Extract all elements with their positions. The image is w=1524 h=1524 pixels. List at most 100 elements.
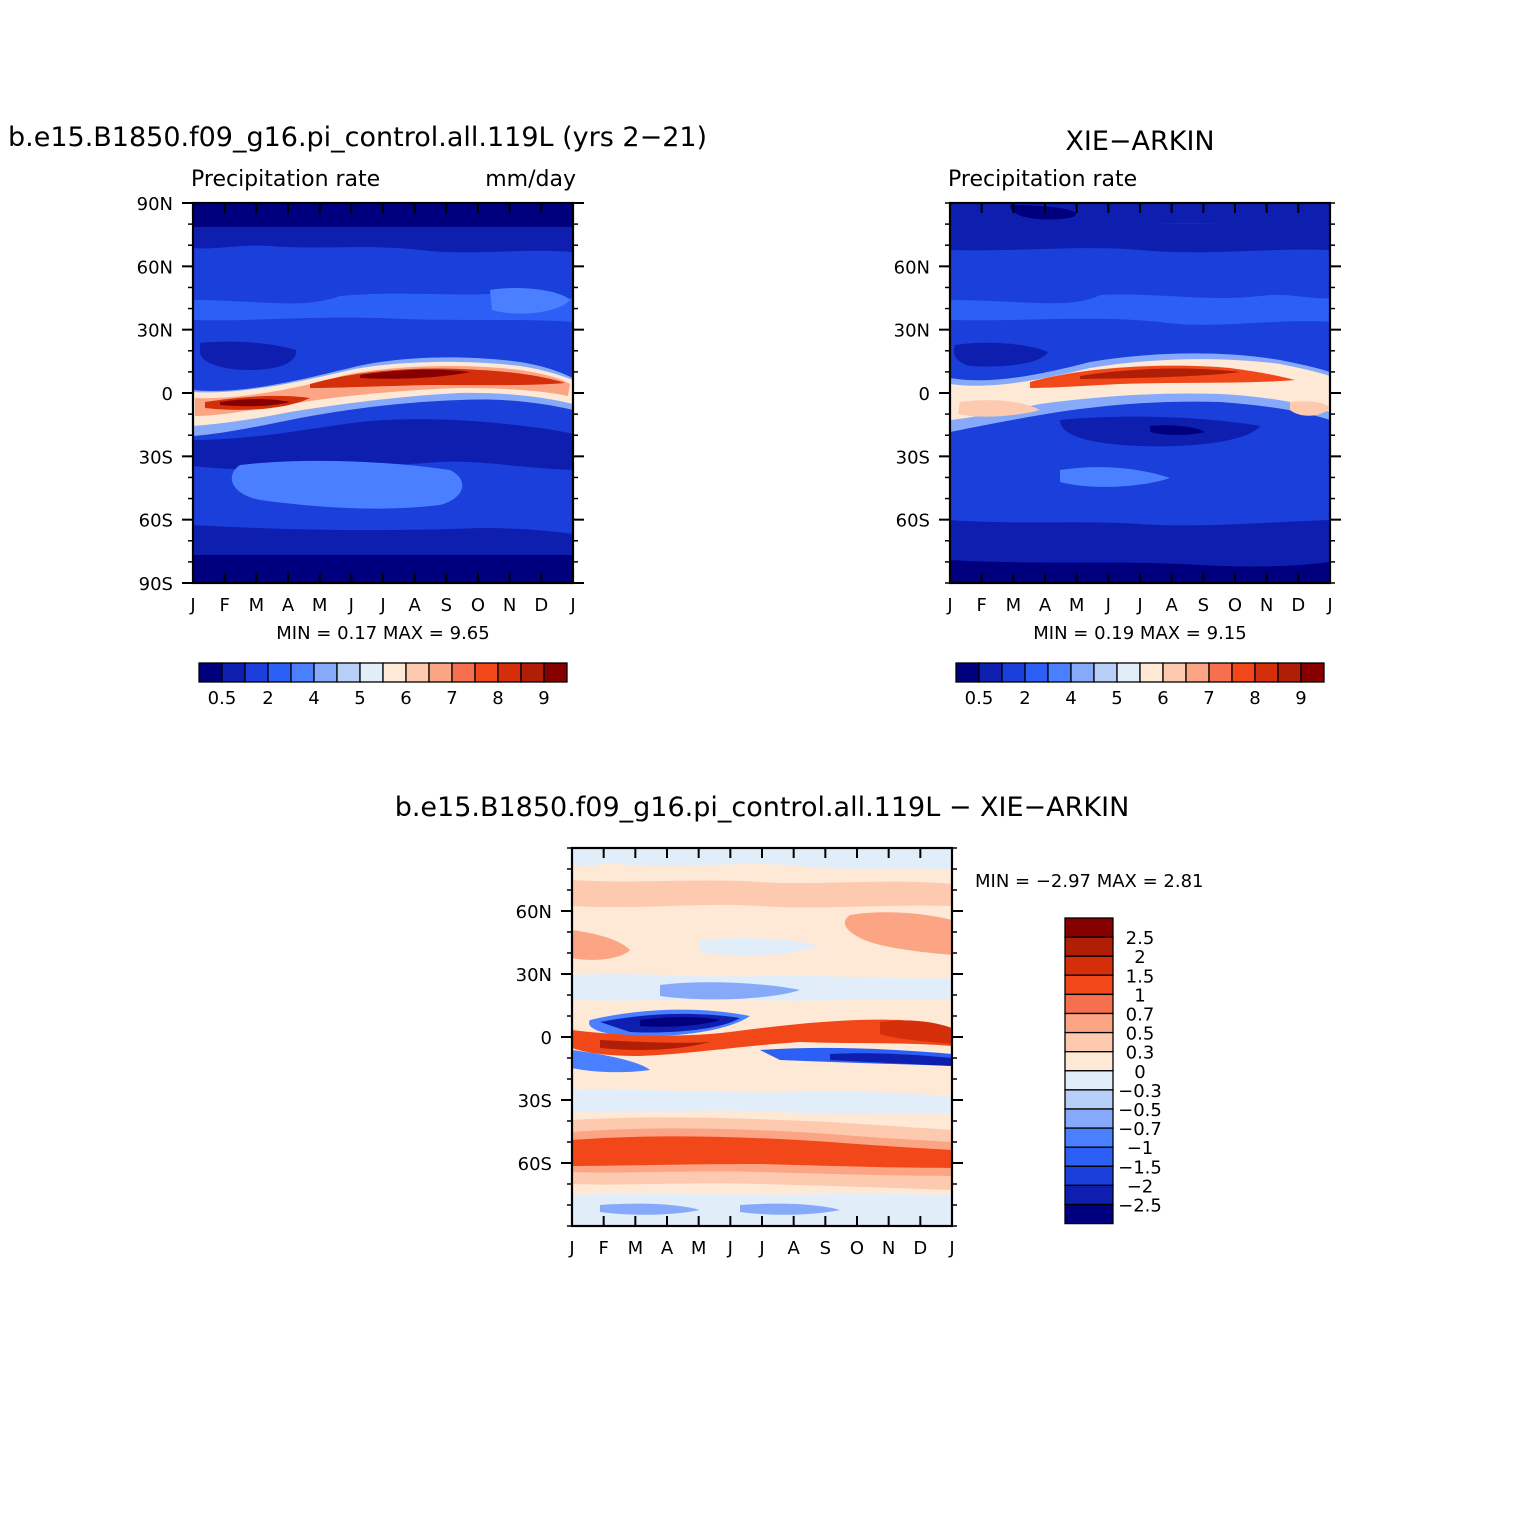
panel-model-colorbar-label: 4 [308, 688, 319, 709]
panel-obs-colorbar-box [1231, 662, 1256, 683]
panel-obs-colorbar-box [1139, 662, 1164, 683]
panel-model-y-tick-label: 60N [137, 257, 173, 278]
panel-obs-x-tick-label: F [976, 595, 986, 616]
panel-obs-colorbar-label: 9 [1295, 688, 1306, 709]
panel-obs-x-tick-label: J [1136, 595, 1142, 616]
panel-diff-x-tick-label: O [850, 1238, 864, 1259]
panel-diff-y-tick-label: 30N [516, 965, 552, 986]
panel-diff-minmax: MIN = −2.97 MAX = 2.81 [975, 871, 1204, 892]
panel-model-x-tick-label: D [534, 595, 548, 616]
panel-model-colorbar-label: 6 [400, 688, 411, 709]
panel-obs-x-tick-label: A [1039, 595, 1052, 616]
panel-model-y-tick-label: 90N [137, 194, 173, 215]
panel-diff-colorbar-box [1064, 1108, 1114, 1129]
panel-obs-x-tick-label: M [1006, 595, 1022, 616]
panel-model-minmax: MIN = 0.17 MAX = 9.65 [276, 623, 489, 644]
panel-model-colorbar-box [198, 662, 223, 683]
panel-model-colorbar-box [497, 662, 522, 683]
panel-model-x-tick-label: N [503, 595, 516, 616]
panel-diff-x-tick-label: J [758, 1238, 764, 1259]
panel-obs-y-tick-label: 30S [896, 447, 930, 468]
panel-obs-colorbar-label: 5 [1111, 688, 1122, 709]
panel-diff-x-tick-label: M [691, 1238, 707, 1259]
panel-diff-colorbar-box [1064, 974, 1114, 996]
panel-diff-colorbar-label: 0 [1134, 1062, 1145, 1083]
panel-obs-x-tick-label: N [1260, 595, 1273, 616]
panel-obs-colorbar-label: 8 [1249, 688, 1260, 709]
panel-obs-variable-label: Precipitation rate [948, 167, 1137, 192]
panel-diff-y-tick-label: 0 [541, 1028, 552, 1049]
panel-model-field [193, 203, 573, 583]
panel-obs-x-tick-label: J [1105, 595, 1111, 616]
panel-obs-colorbar-box [1254, 662, 1279, 683]
panel-model-colorbar-box [313, 662, 338, 683]
panel-model-x-tick-label: A [282, 595, 295, 616]
panel-diff-title: b.e15.B1850.f09_g16.pi_control.all.119L … [395, 792, 1130, 823]
panel-model-x-tick-label: O [471, 595, 485, 616]
panel-model: b.e15.B1850.f09_g16.pi_control.all.119L … [8, 122, 707, 709]
panel-model-title: b.e15.B1850.f09_g16.pi_control.all.119L … [8, 122, 707, 153]
panel-obs-x-tick-label: J [946, 595, 952, 616]
panel-diff-colorbar-label: 0.5 [1126, 1024, 1155, 1045]
panel-diff-colorbar-label: 2 [1134, 947, 1145, 968]
panel-diff-colorbar-box [1064, 1031, 1114, 1053]
panel-model-colorbar-label: 7 [446, 688, 457, 709]
panel-model-x-tick-label: J [379, 595, 385, 616]
panel-obs-minmax: MIN = 0.19 MAX = 9.15 [1033, 623, 1246, 644]
panel-obs-x-tick-label: S [1198, 595, 1209, 616]
panel-model-colorbar-label: 8 [492, 688, 503, 709]
panel-obs-colorbar-box [978, 662, 1003, 683]
panel-diff: b.e15.B1850.f09_g16.pi_control.all.119L … [395, 792, 1204, 1259]
panel-diff-colorbar-box [1064, 1165, 1114, 1187]
panel-diff-colorbar-box [1064, 955, 1114, 976]
panel-model-colorbar-label: 5 [354, 688, 365, 709]
panel-diff-colorbar-label: −1.5 [1118, 1157, 1162, 1178]
panel-obs-colorbar-label: 2 [1019, 688, 1030, 709]
panel-model-variable-label: Precipitation rate [191, 167, 380, 192]
panel-diff-field [572, 848, 952, 1226]
panel-model-colorbar-label: 9 [538, 688, 549, 709]
panel-obs-x-tick-label: J [1326, 595, 1332, 616]
panel-diff-x-tick-label: D [913, 1238, 927, 1259]
panel-obs-colorbar-box [1001, 662, 1026, 683]
panel-diff-colorbar-box [1064, 1089, 1114, 1110]
panel-obs-x-tick-label: M [1069, 595, 1085, 616]
panel-obs-colorbar-box [1116, 662, 1141, 683]
panel-obs-colorbar-box [1070, 662, 1095, 683]
panel-model-y-tick-label: 60S [139, 511, 173, 532]
panel-diff-x-tick-label: A [788, 1238, 801, 1259]
panel-diff-x-tick-label: J [568, 1238, 574, 1259]
panel-obs-y-tick-label: 30N [894, 321, 930, 342]
panel-model-colorbar: 0.5 2 4 5 6 7 8 9 [198, 662, 568, 709]
panel-obs-colorbar-box [1185, 662, 1210, 683]
panel-diff-colorbar-label: 2.5 [1126, 928, 1155, 949]
panel-diff-colorbar-box [1064, 993, 1114, 1015]
panel-model-colorbar-box [359, 662, 384, 683]
panel-diff-colorbar-box [1064, 936, 1114, 957]
panel-model-y-tick-label: 90S [139, 574, 173, 595]
panel-model-colorbar-box [382, 662, 407, 683]
panel-model-x-tick-label: S [441, 595, 452, 616]
panel-diff-colorbar-label: −0.5 [1118, 1100, 1162, 1121]
panel-diff-colorbar-label: −2 [1127, 1176, 1154, 1197]
panel-diff-x-tick-label: S [820, 1238, 831, 1259]
panel-obs-colorbar-box [1208, 662, 1233, 683]
panel-model-y-tick-label: 30N [137, 321, 173, 342]
panel-obs-title: XIE−ARKIN [1065, 126, 1214, 157]
panel-diff-colorbar-box [1064, 1203, 1114, 1225]
panel-diff-colorbar-box [1064, 1184, 1114, 1206]
panel-obs-x-tick-label: A [1166, 595, 1179, 616]
panel-diff-x-tick-label: N [882, 1238, 895, 1259]
panel-model-colorbar-box [451, 662, 476, 683]
panel-diff-colorbar-box [1064, 1127, 1114, 1148]
panel-model-colorbar-box [267, 662, 292, 683]
panel-diff-x-tick-label: A [661, 1238, 674, 1259]
panel-diff-y-tick-label: 60N [516, 902, 552, 923]
panel-model-colorbar-box [474, 662, 499, 683]
panel-diff-colorbar-box [1064, 1070, 1114, 1091]
panel-model-colorbar-box [221, 662, 246, 683]
panel-diff-colorbar-label: −2.5 [1118, 1196, 1162, 1217]
panel-diff-x-tick-label: F [598, 1238, 608, 1259]
